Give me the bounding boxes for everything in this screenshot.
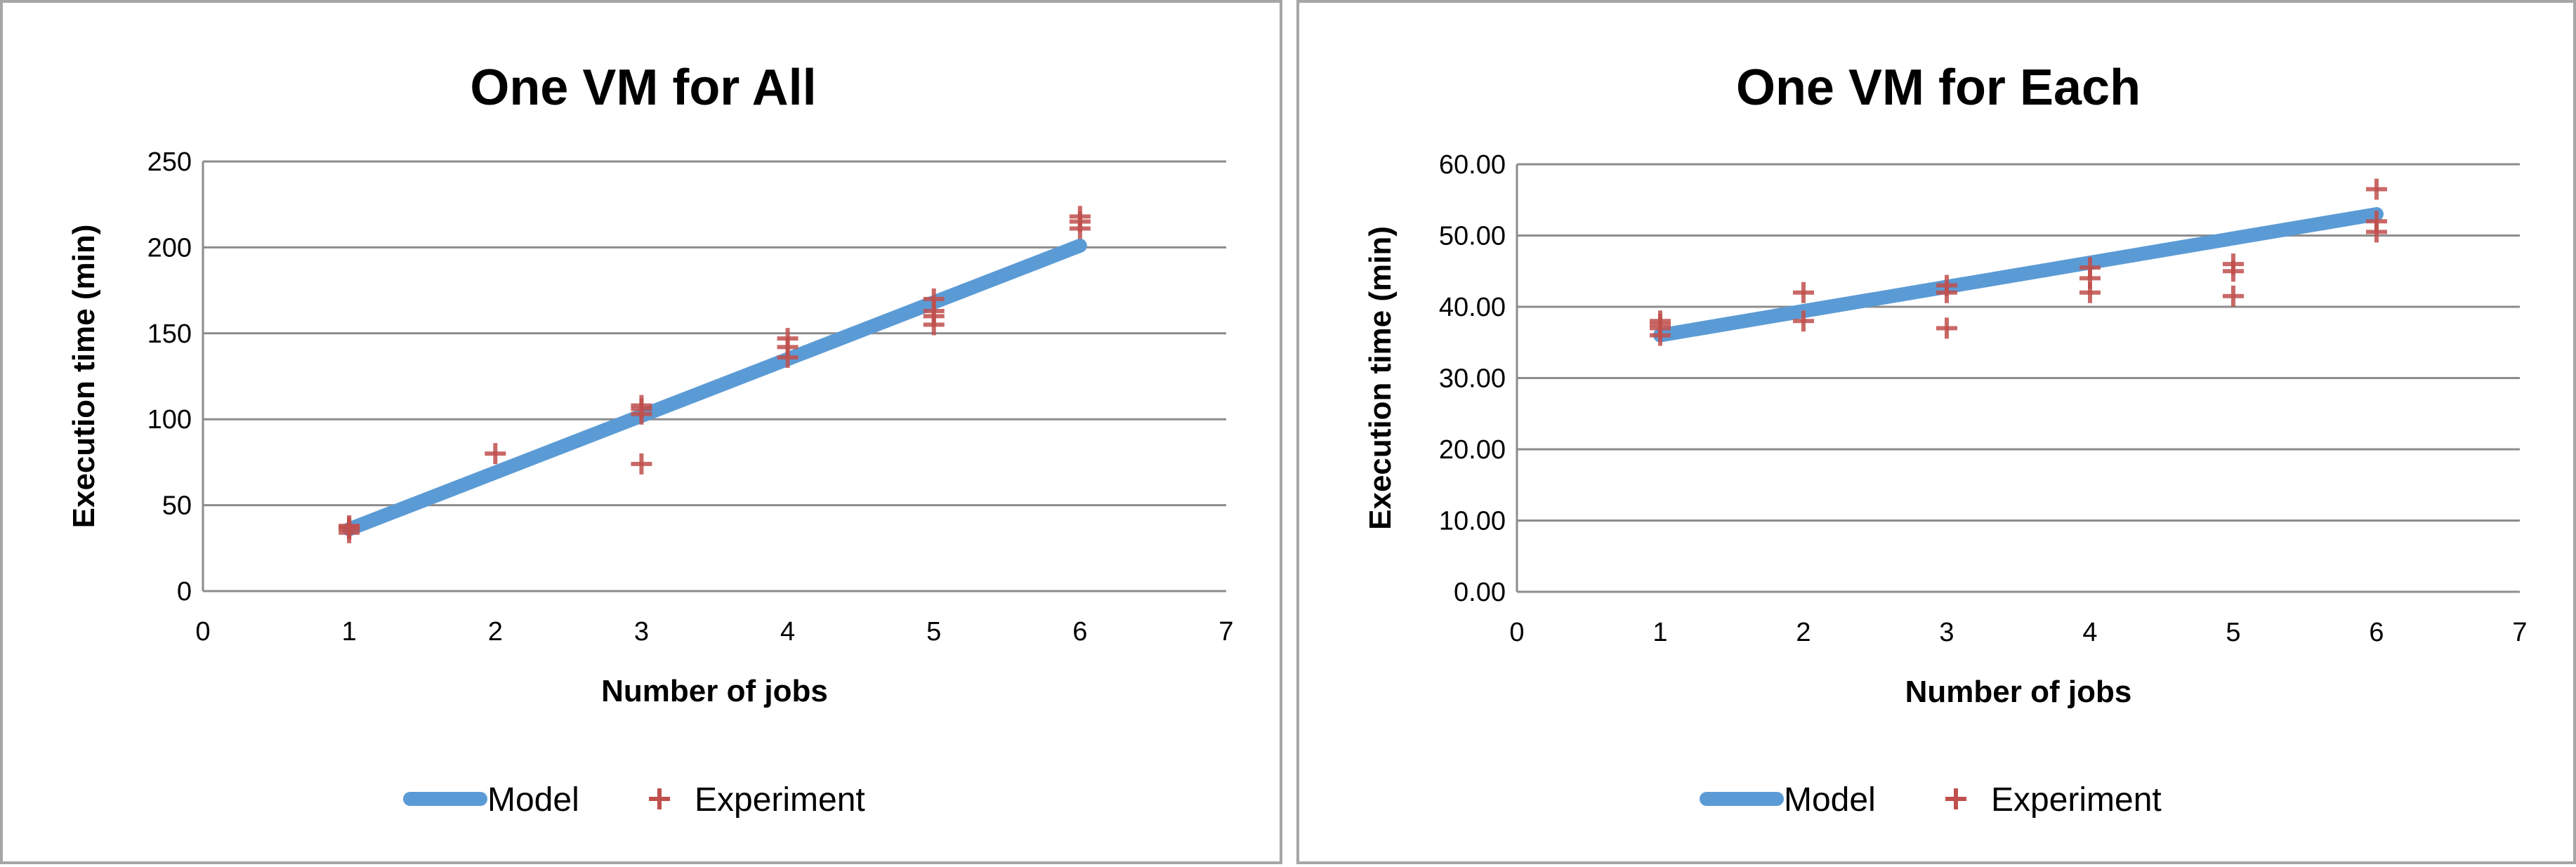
legend-experiment-label: Experiment: [1991, 781, 2162, 819]
model-line: [342, 238, 1087, 536]
experiment-point: [2223, 253, 2244, 275]
x-tick-label: 4: [2082, 618, 2097, 647]
y-tick-label: 150: [147, 319, 192, 349]
x-tick-label: 3: [1939, 618, 1954, 647]
y-tick-label: 100: [147, 405, 192, 435]
x-axis-label: Number of jobs: [601, 674, 828, 708]
experiment-point: [631, 395, 652, 416]
legend-experiment-swatch: [1945, 788, 1966, 809]
y-tick-label: 10.00: [1439, 507, 1506, 536]
chart-panel-one-vm-for-all: One VM for All 0 50 100 150 200 250 0 1 2 3 4 5 6 7 Num…: [0, 0, 1282, 864]
x-tick-label: 1: [1652, 618, 1667, 647]
x-tick-label: 7: [1218, 617, 1233, 647]
x-tick-label: 0: [1509, 618, 1524, 647]
chart-panel-one-vm-for-each: One VM for Each 0.00 10.00 20.00 30.00 40.00 5…: [1296, 0, 2576, 864]
x-tick-label: 5: [2226, 618, 2240, 647]
x-tick-label: 6: [2369, 618, 2384, 647]
experiment-point: [2223, 285, 2244, 307]
legend-experiment-label: Experiment: [695, 781, 865, 819]
x-tick-label: 2: [1796, 618, 1811, 647]
y-tick-label: 40.00: [1439, 293, 1506, 322]
experiment-point: [1793, 310, 1814, 332]
experiment-point: [2079, 257, 2101, 279]
experiment-point: [339, 515, 360, 536]
x-tick-label: 5: [926, 617, 941, 647]
experiment-point: [485, 443, 506, 465]
experiment-point: [1650, 310, 1671, 332]
y-tick-label: 30.00: [1439, 364, 1506, 394]
x-tick-label: 4: [780, 617, 795, 647]
x-tick-label: 7: [2512, 618, 2527, 647]
y-tick-label: 250: [147, 147, 192, 177]
model-line: [1653, 207, 2384, 343]
chart-title: One VM for Each: [1736, 60, 2141, 116]
legend-model-label: Model: [487, 781, 579, 819]
y-tick-label: 50: [162, 491, 192, 521]
y-axis-label: Execution time (min): [1363, 226, 1398, 530]
experiment-point: [1793, 282, 1814, 303]
legend-model-label: Model: [1784, 781, 1876, 819]
x-tick-label: 6: [1072, 617, 1087, 647]
y-axis-label: Execution time (min): [67, 225, 101, 529]
experiment-point: [631, 453, 652, 475]
y-tick-label: 50.00: [1439, 222, 1506, 251]
experiment-point: [777, 328, 799, 350]
experiment-point: [923, 288, 945, 310]
chart-one-vm-for-each: One VM for Each 0.00 10.00 20.00 30.00 40.00 5…: [1363, 60, 2528, 819]
y-tick-label: 200: [147, 233, 192, 263]
x-tick-label: 2: [488, 617, 503, 647]
experiment-point: [2366, 211, 2387, 232]
x-axis-label: Number of jobs: [1905, 675, 2132, 709]
experiment-point: [1936, 274, 1957, 296]
x-tick-label: 0: [195, 617, 210, 647]
experiment-point: [1069, 206, 1091, 227]
x-tick-label: 3: [634, 617, 649, 647]
chart-title: One VM for All: [470, 60, 816, 116]
x-tick-label: 1: [342, 617, 357, 647]
experiment-point: [1936, 317, 1957, 339]
chart-one-vm-for-all: One VM for All 0 50 100 150 200 250 0 1 2 3 4 5 6 7 Num…: [67, 60, 1234, 819]
y-tick-label: 60.00: [1439, 150, 1506, 180]
y-tick-label: 0.00: [1454, 578, 1506, 607]
y-tick-label: 20.00: [1439, 435, 1506, 465]
y-tick-label: 0: [177, 577, 192, 607]
legend-experiment-swatch: [649, 788, 670, 809]
experiment-point: [2366, 178, 2387, 200]
